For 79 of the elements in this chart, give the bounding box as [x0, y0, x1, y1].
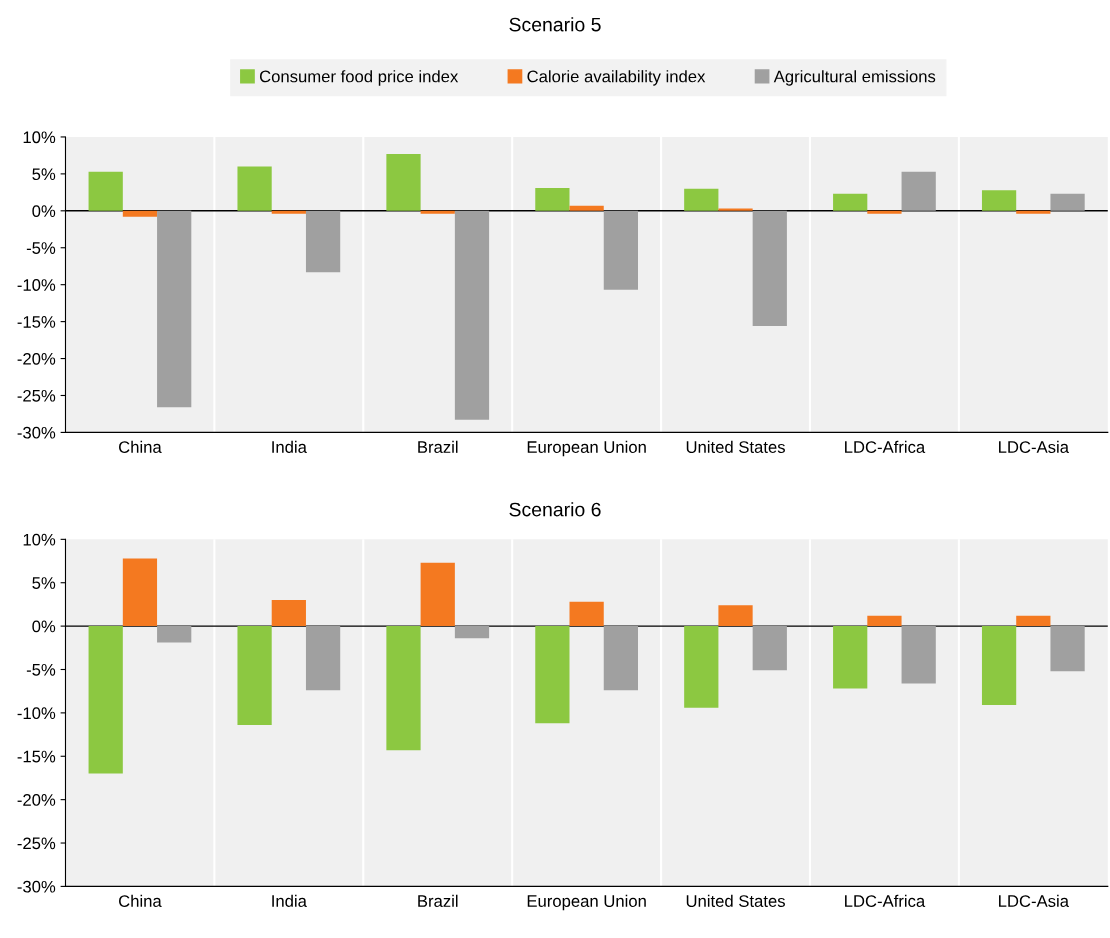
bar	[535, 187, 570, 211]
x-tick-label: LDC-Africa	[845, 894, 926, 907]
bar	[454, 626, 490, 639]
bar	[867, 210, 902, 214]
x-tick-label: India	[272, 894, 307, 907]
bar	[305, 626, 341, 691]
chart-title: Scenario 6	[509, 502, 601, 517]
y-tick-label: -30%	[17, 880, 56, 893]
bar	[237, 626, 272, 726]
x-tick-label: LDC-Asia	[999, 894, 1069, 907]
x-tick-label: United States	[686, 894, 785, 907]
y-tick-label: -25%	[17, 837, 56, 850]
bar	[420, 210, 455, 214]
bar	[122, 210, 158, 217]
bar	[981, 626, 1017, 706]
x-tick-label: China	[119, 440, 162, 453]
legend-label: Calorie availability index	[527, 70, 706, 86]
bar	[1050, 193, 1085, 211]
bar	[271, 210, 306, 214]
x-tick-label: Brazil	[418, 440, 458, 453]
x-tick-label: India	[272, 440, 307, 453]
y-tick-label: 5%	[32, 577, 56, 589]
bar	[88, 171, 123, 211]
x-tick-label: United States	[686, 440, 785, 453]
bar	[569, 205, 604, 211]
bar	[833, 193, 868, 211]
y-tick-label: -5%	[26, 663, 56, 676]
y-tick-label: -20%	[17, 794, 56, 806]
x-tick-label: Brazil	[418, 894, 458, 907]
x-tick-label: European Union	[527, 894, 646, 911]
bar	[718, 605, 753, 627]
bar	[386, 626, 421, 751]
bar	[901, 171, 936, 211]
bar	[305, 210, 341, 273]
bar	[684, 188, 719, 211]
bar	[603, 210, 638, 290]
bar	[122, 558, 158, 627]
y-tick-label: 0%	[32, 620, 56, 633]
bar	[901, 626, 936, 684]
x-tick-label: LDC-Africa	[845, 440, 926, 453]
bar	[88, 626, 123, 774]
bar	[752, 210, 787, 327]
x-tick-label: China	[119, 894, 162, 907]
y-tick-label: -25%	[17, 389, 56, 402]
legend-label: Agricultural emissions	[773, 70, 936, 86]
bar	[603, 626, 638, 691]
bar	[981, 190, 1017, 211]
y-tick-label: -15%	[17, 750, 56, 763]
y-tick-label: -15%	[17, 316, 56, 328]
bar	[157, 210, 192, 408]
bar	[271, 600, 306, 627]
bar	[420, 562, 455, 627]
bar	[684, 626, 719, 708]
y-tick-label: 10%	[23, 131, 56, 144]
bar	[1016, 615, 1051, 627]
bar	[1016, 210, 1051, 214]
bar	[237, 166, 272, 211]
y-tick-label: 5%	[32, 168, 56, 181]
bar	[867, 615, 902, 627]
y-tick-label: 0%	[32, 205, 56, 218]
bar	[454, 210, 490, 420]
y-tick-label: -20%	[17, 352, 56, 365]
y-tick-label: -10%	[17, 707, 56, 720]
legend-label: Consumer food price index	[259, 70, 459, 86]
bar	[718, 208, 753, 211]
bar	[752, 626, 787, 671]
bar	[833, 626, 868, 689]
bar	[569, 601, 604, 627]
bar	[157, 626, 192, 643]
y-tick-label: -10%	[17, 279, 56, 291]
bar	[1050, 626, 1085, 672]
y-tick-label: -5%	[26, 242, 56, 254]
chart-title: Scenario 5	[509, 17, 601, 32]
bar	[386, 153, 421, 211]
y-tick-label: 10%	[23, 533, 56, 546]
bar	[535, 626, 570, 724]
y-tick-label: -30%	[17, 426, 56, 439]
x-tick-label: European Union	[527, 440, 646, 457]
x-tick-label: LDC-Asia	[999, 440, 1069, 453]
